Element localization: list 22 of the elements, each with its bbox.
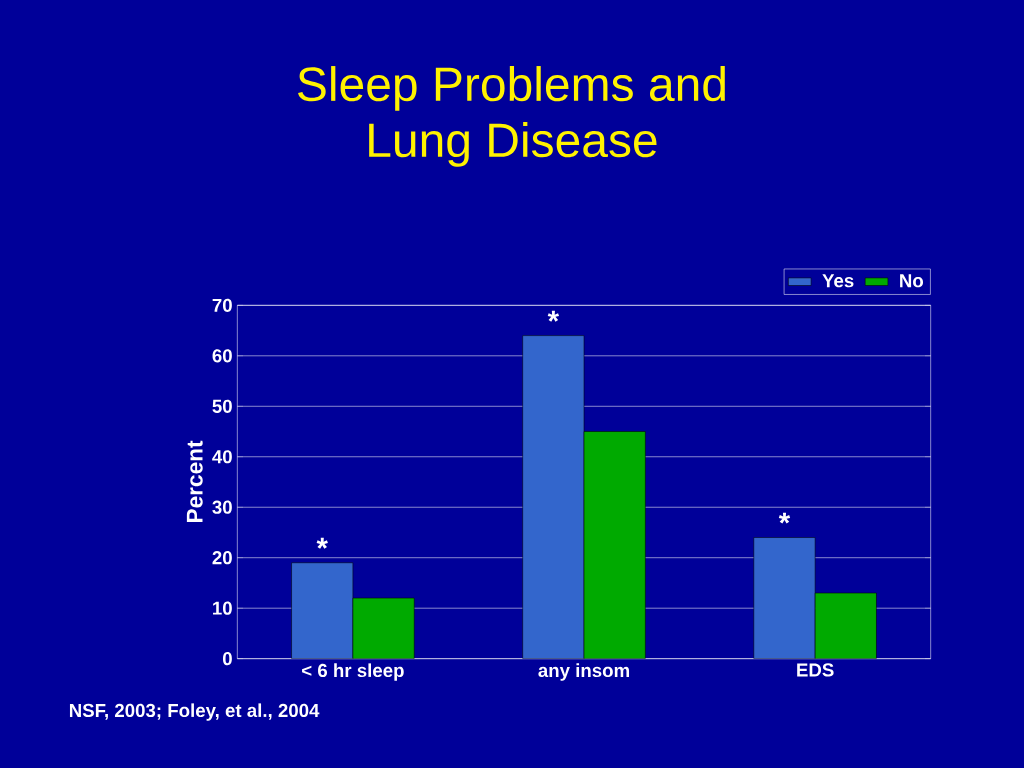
legend-label: No bbox=[900, 274, 924, 288]
text: NSF, 2003; Foley, et al., 2004 bbox=[69, 703, 320, 721]
annotation: * bbox=[778, 512, 791, 524]
x-tick-label: < 6 hr sleep bbox=[302, 663, 404, 681]
annotation: * bbox=[547, 310, 560, 322]
chart-title: Sleep Problems and Lung Disease bbox=[298, 66, 725, 167]
y-tick-label: 50 bbox=[212, 399, 232, 413]
y-tick-label: 60 bbox=[212, 349, 232, 363]
annotation: * bbox=[316, 537, 328, 549]
y-axis-title: Percent bbox=[186, 440, 203, 523]
y-tick-label: 40 bbox=[212, 450, 232, 464]
legend-label: Yes bbox=[822, 274, 854, 288]
bar bbox=[814, 592, 877, 659]
bar bbox=[583, 431, 646, 659]
y-tick-label: 30 bbox=[212, 500, 232, 514]
y-tick-label: 20 bbox=[212, 551, 232, 565]
x-tick-label: EDS bbox=[797, 663, 834, 677]
y-tick-label: 70 bbox=[212, 298, 232, 312]
x-tick-label: any insom bbox=[538, 663, 630, 681]
y-tick-label: 0 bbox=[222, 652, 232, 666]
bar bbox=[352, 597, 415, 659]
y-tick-label: 10 bbox=[213, 601, 232, 615]
